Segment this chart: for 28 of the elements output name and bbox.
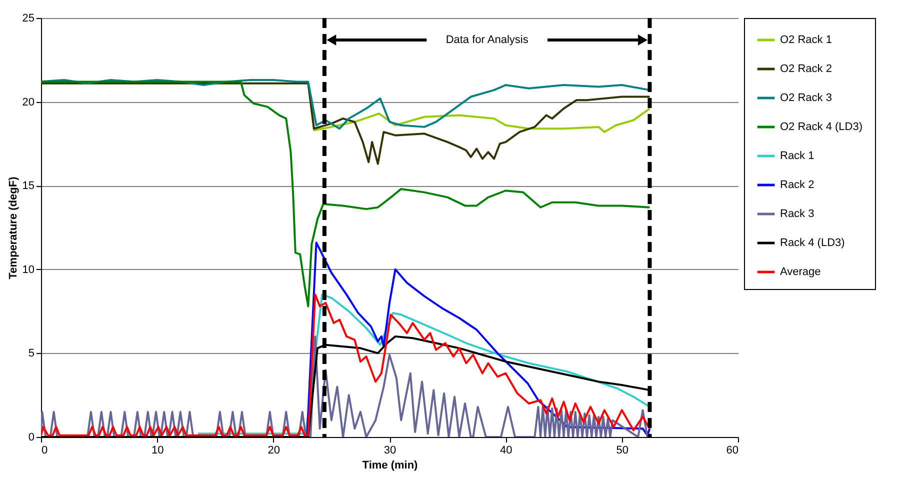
legend-label: Rack 1 [780,150,814,162]
y-tick-label: 25 [22,12,34,24]
y-tick-label: 15 [22,180,34,192]
x-tick-label: 40 [500,444,512,456]
line-series [306,242,651,437]
legend-label: Rack 4 (LD3) [780,237,845,249]
x-tick-label: 50 [616,444,628,456]
x-tick-label: 30 [384,444,396,456]
x-tick-label: 0 [42,444,48,456]
x-tick-label: 10 [152,444,164,456]
x-tick-label: 20 [268,444,280,456]
legend-label: Rack 3 [780,208,814,220]
x-axis-title: Time (min) [362,460,418,472]
legend-label: O2 Rack 1 [780,34,832,46]
line-series [41,80,651,308]
y-tick-label: 5 [28,348,34,360]
legend-label: Average [780,266,821,278]
y-tick-label: 0 [28,432,34,444]
x-tick-label: 60 [726,444,738,456]
legend-label: Rack 2 [780,179,814,191]
legend-label: O2 Rack 4 (LD3) [780,121,863,133]
legend-label: O2 Rack 3 [780,92,832,104]
y-tick-label: 20 [22,96,34,108]
y-axis-title: Temperature (degF) [7,176,20,280]
legend-label: O2 Rack 2 [780,63,832,75]
annotation: Data for Analysis [446,34,529,46]
line-series [41,82,651,165]
y-tick-label: 10 [22,264,34,276]
